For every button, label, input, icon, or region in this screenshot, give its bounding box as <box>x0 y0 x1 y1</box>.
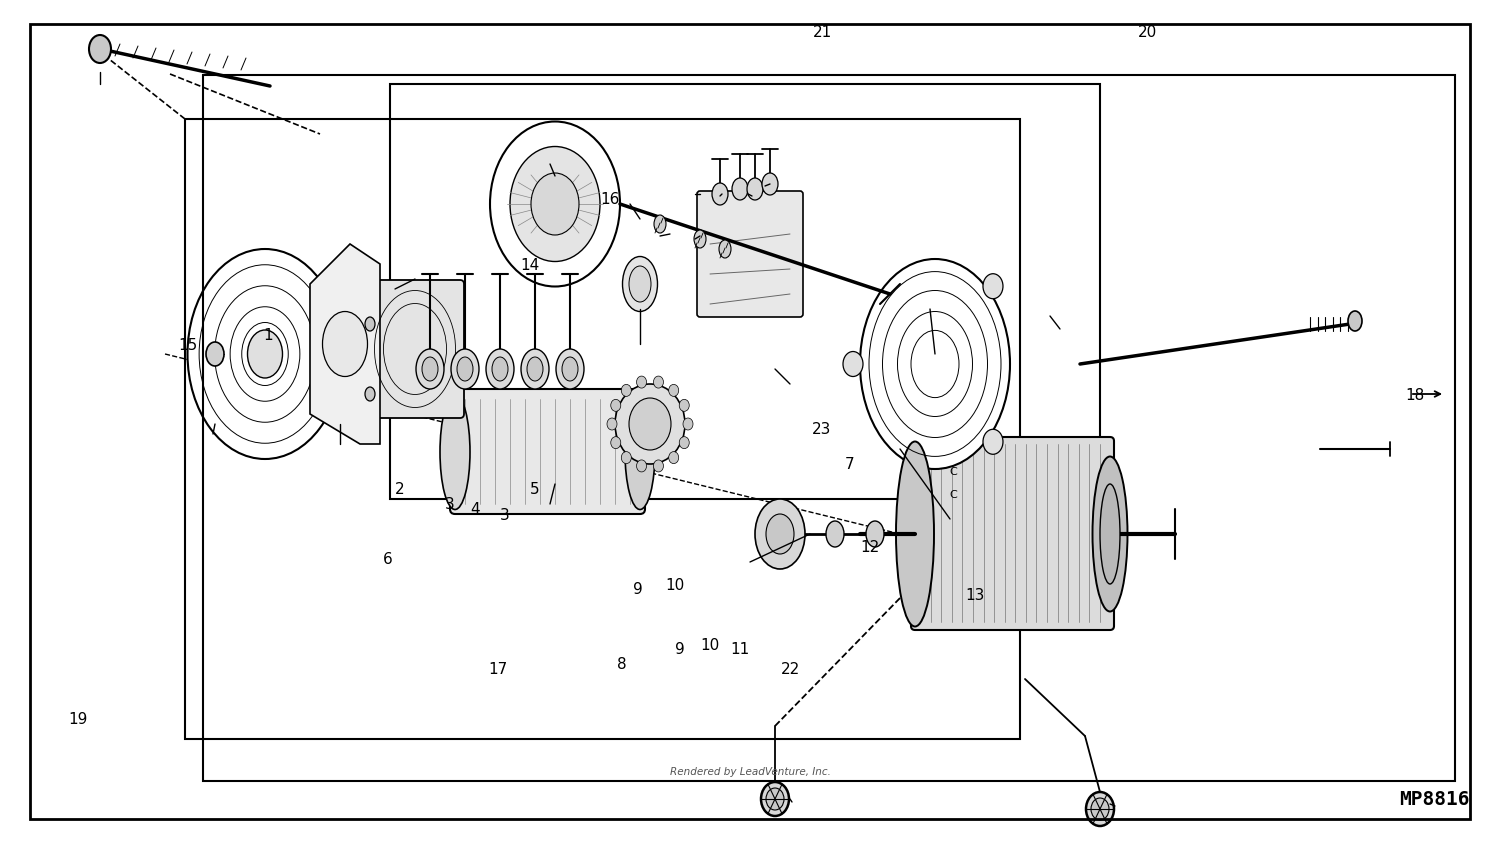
Text: 2: 2 <box>394 482 405 497</box>
Bar <box>202 76 1455 781</box>
Text: 3: 3 <box>446 497 454 512</box>
Ellipse shape <box>486 349 514 390</box>
Text: 5: 5 <box>530 482 540 497</box>
Ellipse shape <box>188 250 342 459</box>
Ellipse shape <box>669 385 678 397</box>
Text: 23: 23 <box>813 422 831 437</box>
FancyBboxPatch shape <box>698 192 802 317</box>
FancyBboxPatch shape <box>450 390 645 514</box>
Ellipse shape <box>615 385 686 464</box>
Ellipse shape <box>982 430 1004 455</box>
Ellipse shape <box>654 376 663 388</box>
Ellipse shape <box>754 500 806 570</box>
Ellipse shape <box>694 230 706 249</box>
Ellipse shape <box>422 358 438 381</box>
Text: 19: 19 <box>69 711 87 727</box>
Ellipse shape <box>669 452 678 464</box>
Ellipse shape <box>322 312 368 377</box>
Ellipse shape <box>636 376 646 388</box>
Text: 10: 10 <box>666 576 684 592</box>
Ellipse shape <box>452 349 478 390</box>
Text: 22: 22 <box>780 662 800 677</box>
Text: 15: 15 <box>178 337 198 352</box>
Text: 18: 18 <box>1406 387 1425 402</box>
Ellipse shape <box>1092 457 1128 612</box>
Ellipse shape <box>896 442 934 627</box>
Ellipse shape <box>760 782 789 816</box>
Ellipse shape <box>747 179 764 201</box>
Ellipse shape <box>654 216 666 234</box>
Ellipse shape <box>622 257 657 312</box>
Ellipse shape <box>492 358 508 381</box>
Text: 20: 20 <box>1138 24 1158 40</box>
Ellipse shape <box>490 122 620 287</box>
Text: MP8816: MP8816 <box>1400 789 1470 808</box>
Ellipse shape <box>766 788 784 810</box>
Text: 16: 16 <box>600 192 619 208</box>
Ellipse shape <box>88 36 111 64</box>
Ellipse shape <box>762 174 778 196</box>
Ellipse shape <box>608 419 616 430</box>
Ellipse shape <box>636 460 646 473</box>
Ellipse shape <box>865 522 883 548</box>
Polygon shape <box>310 245 380 445</box>
Text: 1: 1 <box>262 327 273 342</box>
Ellipse shape <box>458 358 472 381</box>
Ellipse shape <box>440 395 470 510</box>
Ellipse shape <box>680 400 688 412</box>
Ellipse shape <box>626 395 656 510</box>
Ellipse shape <box>416 349 444 390</box>
Ellipse shape <box>520 349 549 390</box>
Text: 17: 17 <box>489 662 507 677</box>
Text: 4: 4 <box>470 502 480 517</box>
Ellipse shape <box>628 398 670 451</box>
Ellipse shape <box>206 343 224 366</box>
Text: 9: 9 <box>675 641 686 657</box>
Text: 3: 3 <box>500 507 510 522</box>
Ellipse shape <box>766 514 794 555</box>
Text: 14: 14 <box>520 257 540 272</box>
Text: Rendered by LeadVenture, Inc.: Rendered by LeadVenture, Inc. <box>669 766 831 776</box>
Ellipse shape <box>682 419 693 430</box>
Ellipse shape <box>610 400 621 412</box>
Text: C: C <box>950 467 957 476</box>
Ellipse shape <box>1348 311 1362 332</box>
FancyBboxPatch shape <box>910 437 1114 630</box>
Ellipse shape <box>718 241 730 259</box>
Text: 9: 9 <box>633 582 644 597</box>
Text: 7: 7 <box>844 457 855 472</box>
FancyBboxPatch shape <box>366 281 464 419</box>
Ellipse shape <box>621 452 632 464</box>
Ellipse shape <box>859 260 1010 469</box>
Text: C: C <box>950 490 957 500</box>
Ellipse shape <box>827 522 844 548</box>
Ellipse shape <box>1090 798 1108 820</box>
Ellipse shape <box>248 331 282 379</box>
Ellipse shape <box>610 437 621 449</box>
Ellipse shape <box>732 179 748 201</box>
Ellipse shape <box>526 358 543 381</box>
Ellipse shape <box>1100 484 1120 584</box>
Ellipse shape <box>982 274 1004 300</box>
Ellipse shape <box>712 184 728 206</box>
Text: 13: 13 <box>966 587 984 602</box>
Ellipse shape <box>562 358 578 381</box>
Text: 10: 10 <box>700 636 720 652</box>
Text: 21: 21 <box>813 24 831 40</box>
Ellipse shape <box>364 387 375 402</box>
Ellipse shape <box>1086 792 1114 826</box>
Ellipse shape <box>654 460 663 473</box>
Ellipse shape <box>621 385 632 397</box>
Ellipse shape <box>364 317 375 332</box>
Text: 11: 11 <box>730 641 750 657</box>
Ellipse shape <box>680 437 688 449</box>
Ellipse shape <box>843 352 862 377</box>
Text: 8: 8 <box>616 657 627 672</box>
Ellipse shape <box>628 267 651 303</box>
Ellipse shape <box>556 349 584 390</box>
Text: 6: 6 <box>382 552 393 567</box>
Ellipse shape <box>531 174 579 235</box>
Ellipse shape <box>510 148 600 262</box>
Text: 12: 12 <box>861 540 879 555</box>
